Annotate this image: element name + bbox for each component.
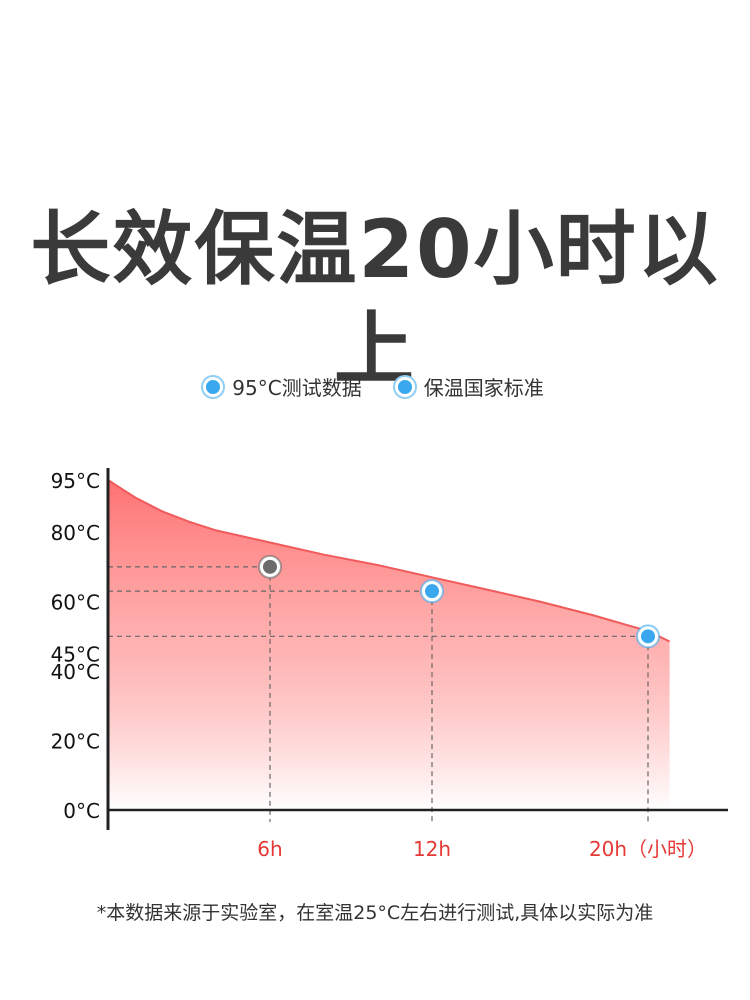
- temperature-chart: 0°C 20°C 40°C45°C 60°C 80°C 95°C 6h 12h 20h（小时）: [51, 468, 728, 861]
- x-tick-label: 6h: [257, 837, 282, 861]
- y-tick-label: 95°C: [51, 469, 100, 493]
- y-tick-label: 80°C: [51, 521, 100, 545]
- y-tick-label: 45°C: [51, 643, 100, 667]
- legend-label: 保温国家标准: [423, 376, 544, 400]
- legend-dot-icon: [206, 379, 221, 394]
- temperature-curve: [107, 479, 671, 643]
- temperature-area: [108, 480, 670, 810]
- data-marker: [641, 629, 655, 644]
- headline: 长效保温20小时以上: [30, 203, 720, 396]
- legend-dot-icon: [397, 379, 412, 394]
- data-marker: [425, 584, 439, 599]
- legend-item-national-standard: 保温国家标准: [397, 372, 544, 401]
- legend-item-test-data: 95°C测试数据: [206, 372, 362, 401]
- y-tick-label: 60°C: [51, 591, 100, 615]
- footnote: *本数据来源于实验室，在室温25°C左右进行测试,具体以实际为准: [96, 902, 654, 924]
- data-marker: [263, 559, 277, 574]
- x-tick-label: 12h: [413, 837, 451, 861]
- chart-legend: 95°C测试数据 保温国家标准: [0, 372, 750, 401]
- legend-label: 95°C测试数据: [232, 376, 362, 400]
- x-tick-label: 20h（小时）: [589, 837, 707, 861]
- y-tick-label: 0°C: [63, 799, 100, 823]
- y-tick-label: 40°C: [51, 660, 100, 684]
- y-tick-label: 20°C: [51, 730, 100, 754]
